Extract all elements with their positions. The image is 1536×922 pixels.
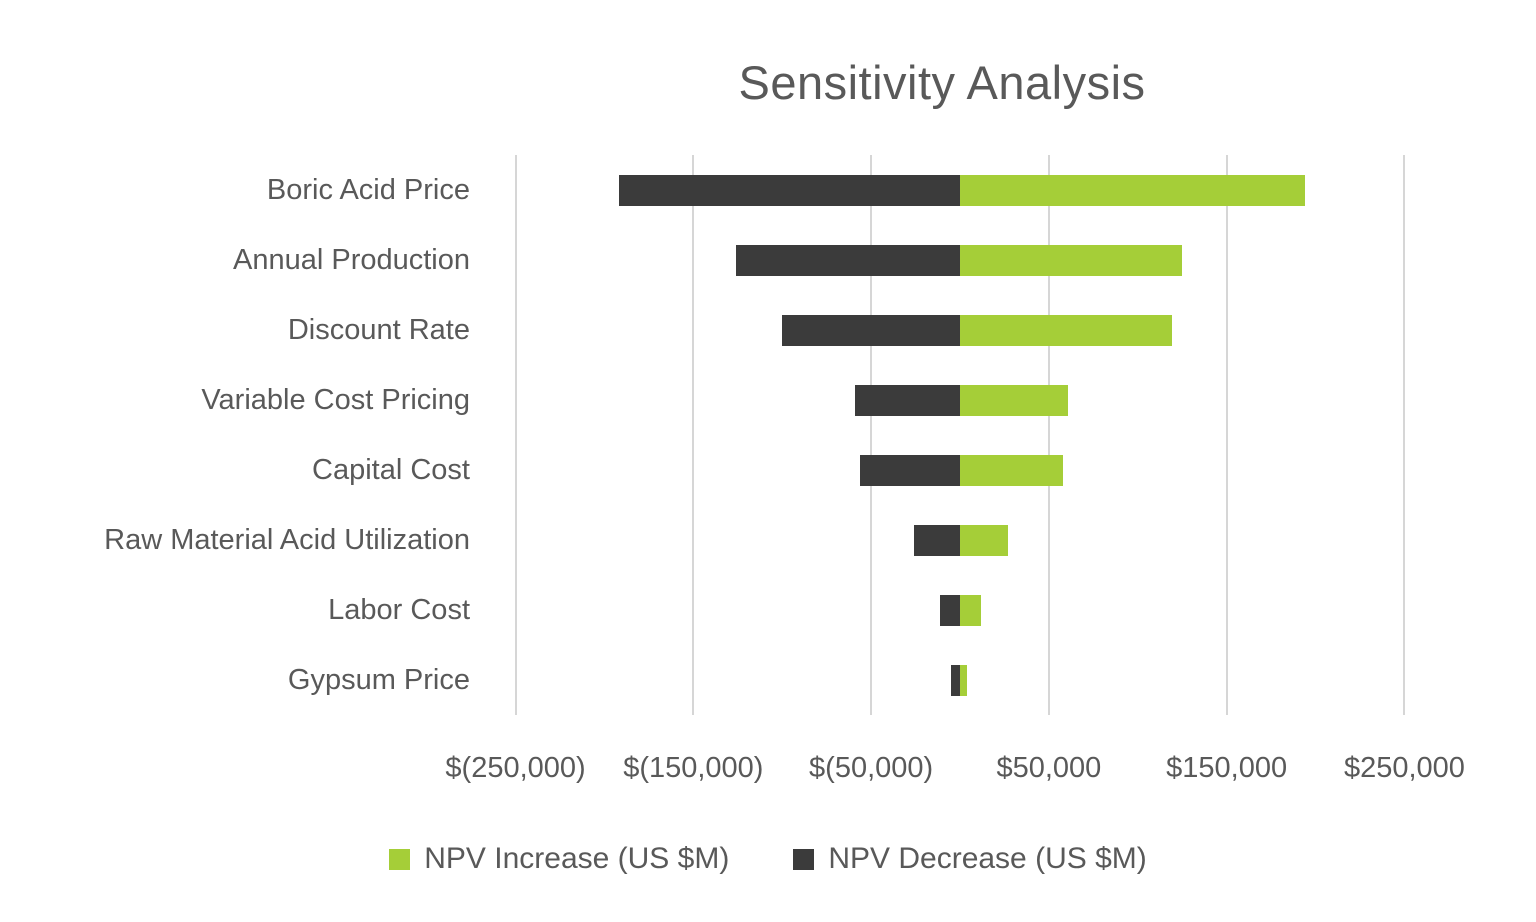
npv-increase-bar: [960, 664, 968, 696]
x-axis-tick-label: $150,000: [1166, 752, 1288, 784]
chart-title: Sensitivity Analysis: [738, 56, 1146, 109]
npv-increase-bar: [960, 594, 982, 626]
x-axis: $(250,000) $(150,000) $(50,000) $50,000 $150…: [445, 752, 1465, 794]
category-label: Capital Cost: [312, 454, 470, 486]
plot-area: [480, 155, 1440, 715]
category-label: Labor Cost: [328, 594, 470, 626]
npv-decrease-bar: [782, 314, 960, 346]
npv-increase-swatch: [389, 848, 411, 870]
x-axis-tick-label: $50,000: [996, 752, 1102, 784]
npv-decrease-bar: [940, 594, 960, 626]
npv-decrease-bar: [860, 454, 960, 486]
category-label: Gypsum Price: [287, 664, 470, 696]
legend-label-npv-increase: NPV Increase (US $M): [424, 842, 730, 875]
npv-decrease-bar: [618, 174, 960, 206]
category-label: Variable Cost Pricing: [201, 384, 470, 416]
x-axis-tick-label: $250,000: [1343, 752, 1465, 784]
category-axis: Boric Acid Price Annual Production Discoun…: [0, 155, 470, 715]
gridline: [1225, 155, 1228, 715]
legend-label-npv-decrease: NPV Decrease (US $M): [828, 842, 1147, 875]
npv-increase-bar: [960, 384, 1069, 416]
npv-increase-bar: [960, 174, 1305, 206]
npv-decrease-bar: [736, 244, 960, 276]
category-label: Discount Rate: [287, 314, 470, 346]
category-label: Raw Material Acid Utilization: [104, 524, 470, 556]
gridline: [1047, 155, 1050, 715]
category-label: Annual Production: [233, 244, 470, 276]
npv-decrease-bar: [913, 524, 960, 556]
legend-item-npv-increase: NPV Increase (US $M): [389, 842, 729, 876]
x-axis-tick-label: $(250,000): [445, 752, 586, 784]
legend: NPV Increase (US $M) NPV Decrease (US $M…: [0, 842, 1536, 876]
gridline: [692, 155, 695, 715]
npv-decrease-swatch: [793, 848, 815, 870]
npv-increase-bar: [960, 454, 1064, 486]
npv-increase-bar: [960, 524, 1008, 556]
x-axis-tick-label: $(150,000): [623, 752, 764, 784]
npv-decrease-bar: [855, 384, 960, 416]
npv-increase-bar: [960, 244, 1183, 276]
npv-increase-bar: [960, 314, 1172, 346]
gridline: [514, 155, 517, 715]
category-label: Boric Acid Price: [266, 174, 470, 206]
x-axis-tick-label: $(50,000): [809, 752, 934, 784]
gridline: [870, 155, 873, 715]
gridline: [1403, 155, 1406, 715]
legend-item-npv-decrease: NPV Decrease (US $M): [793, 842, 1147, 876]
npv-decrease-bar: [951, 664, 960, 696]
